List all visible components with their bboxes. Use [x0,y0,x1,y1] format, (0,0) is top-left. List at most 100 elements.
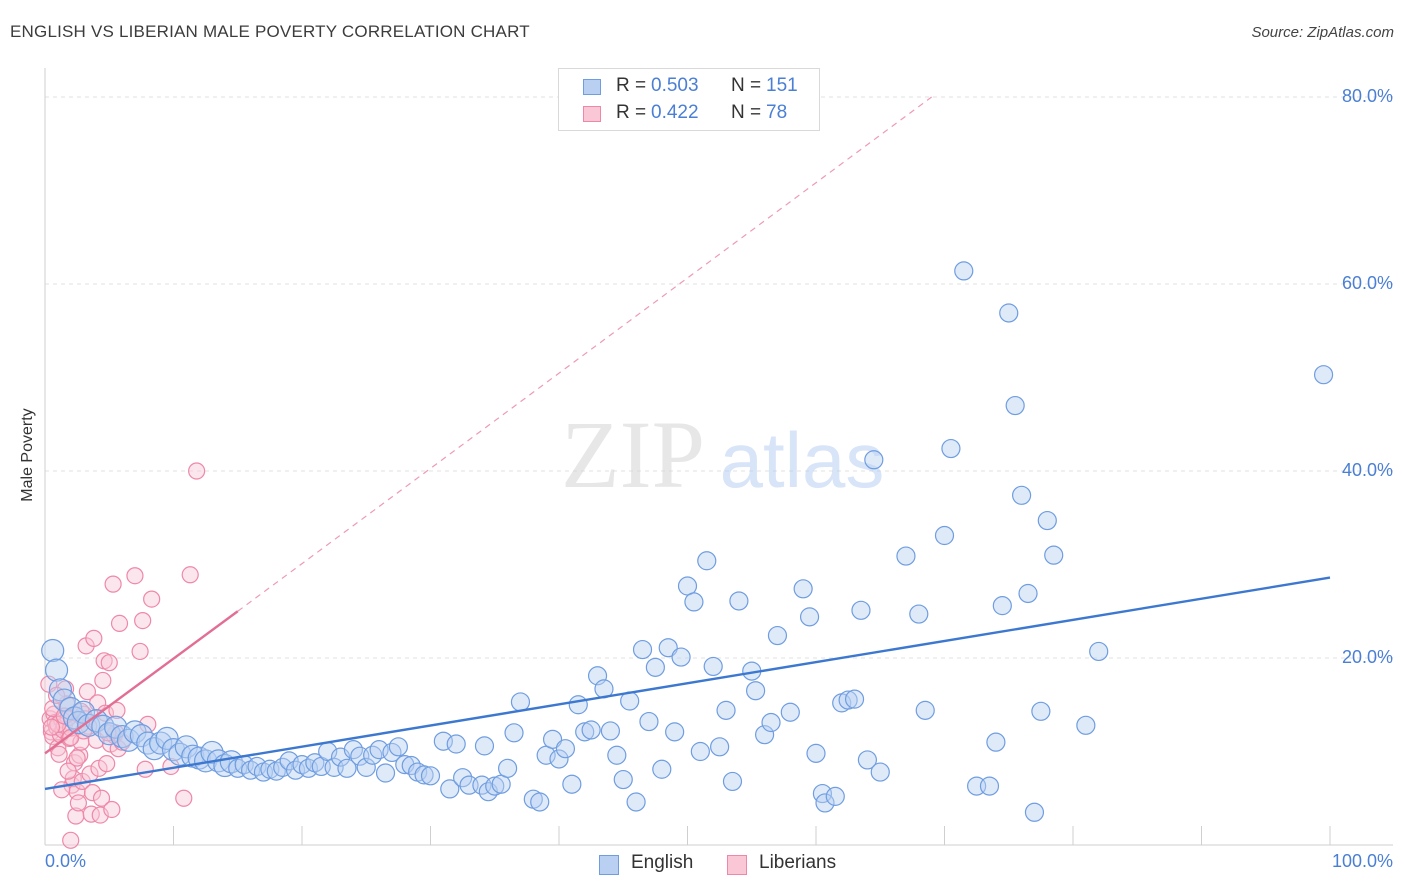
axes [44,68,1393,846]
liberians-point [85,629,103,647]
english-point [986,732,1006,752]
liberians-point [47,686,66,705]
english-point [992,596,1012,616]
english-point [607,745,627,765]
english-point [1313,365,1334,385]
english-point [729,591,749,611]
english-point [864,450,884,470]
english-point [815,793,835,813]
english-point [41,638,65,663]
stats-box: R = 0.503 N = 151 R = 0.422 N = 78 [558,68,820,131]
english-point [1089,641,1109,662]
english-point [716,700,736,720]
english-point [568,695,588,715]
english-point [857,750,878,770]
english-point [581,720,601,740]
english-point [767,625,788,646]
liberians-point [134,611,152,630]
n-value: 151 [766,75,798,96]
english-point [542,729,563,749]
english-point [59,696,83,721]
english-point [652,759,672,779]
english-point [1076,715,1096,735]
legend-label-liberians: Liberians [759,852,837,873]
english-point [1018,583,1038,604]
english-point [440,779,460,799]
english-point [632,639,653,660]
r-label: R = [616,102,647,123]
english-point [414,765,434,785]
liberians-point [92,789,111,807]
english-point [979,776,1000,796]
liberians-point [181,566,199,584]
english-point [799,607,820,627]
liberians-point [103,800,121,819]
english-point [600,721,621,741]
english-point [761,712,781,733]
liberians-point [71,746,89,764]
liberians-point [83,784,102,802]
english-trend-line [44,576,1331,791]
trend-lines [44,96,1331,791]
english-point [562,774,582,794]
english-point [954,261,974,281]
english-point [896,546,916,566]
english-point [722,771,743,792]
english-point [645,657,665,677]
english-point [671,647,691,667]
english-point [1044,545,1064,565]
english-point [549,749,569,769]
english-point [155,726,179,751]
english-point [420,766,441,786]
liberians-point [188,462,206,480]
liberians-trend-extension [237,96,933,612]
english-point [838,690,858,710]
x-tick-label: 0.0% [45,851,87,871]
english-swatch [583,79,601,95]
english-point [474,736,495,756]
liberians-trend-line [44,610,239,755]
english-point [446,734,466,754]
english-point [793,579,813,599]
liberians-legend-swatch [727,855,747,875]
english-point [279,751,299,771]
english-points [41,261,1334,822]
english-point [1005,395,1025,416]
english-point [941,438,961,459]
liberians-point [110,614,129,633]
english-point [453,768,473,788]
n-label: N = [731,75,762,96]
english-point [690,741,710,762]
english-point [337,758,357,778]
y-tick-label: 40.0% [1341,460,1393,480]
english-point [746,681,766,701]
english-point [844,689,865,709]
english-point [530,792,550,812]
english-point [665,722,685,742]
chart-title: ENGLISH VS LIBERIAN MALE POVERTY CORRELA… [10,22,530,41]
liberians-point [94,671,112,690]
liberians-point [49,739,67,757]
liberians-point [69,794,88,812]
english-point [915,700,935,720]
english-point [703,656,723,677]
english-point [149,731,173,755]
y-tick-label: 20.0% [1341,647,1393,667]
english-point [498,758,518,778]
english-point [870,762,890,782]
legend-label-english: English [631,852,694,873]
liberians-point [59,762,77,780]
liberians-point [100,654,118,672]
gridlines [45,96,1393,659]
english-point [356,757,376,777]
liberians-point [42,718,61,736]
english-point [658,638,678,658]
english-point [1031,701,1051,721]
liberians-point [62,831,80,849]
english-point [1024,802,1045,822]
liberians-point [50,745,68,763]
english-point [504,723,524,743]
english-point [697,551,717,571]
r-value: 0.503 [651,75,699,96]
